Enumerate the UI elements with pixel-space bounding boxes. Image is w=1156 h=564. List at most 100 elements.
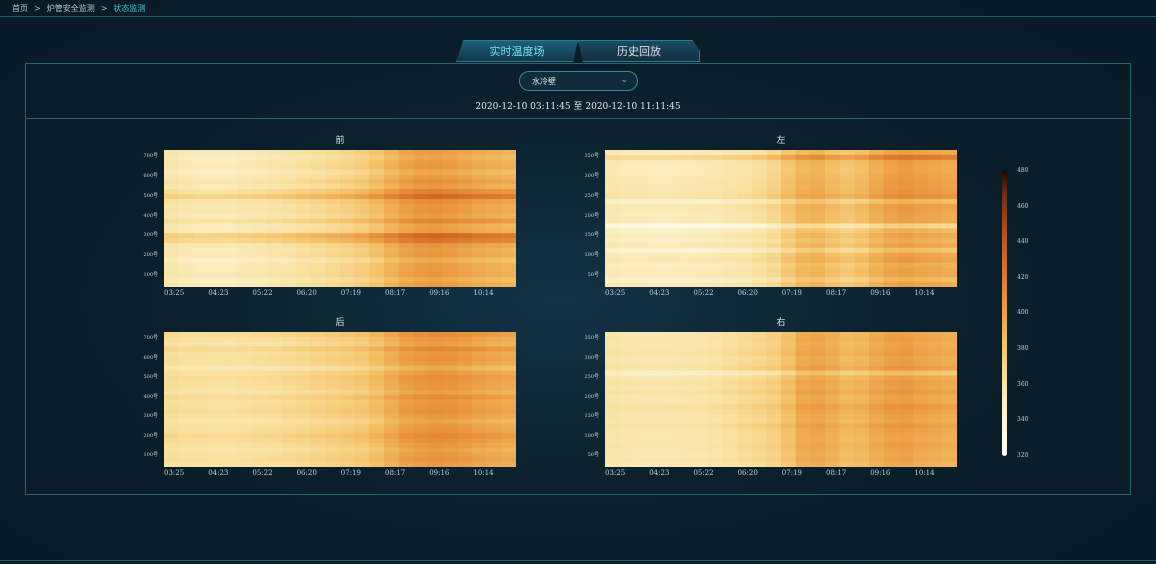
heatmap-cell <box>810 336 826 343</box>
heatmap-cell <box>237 169 253 176</box>
heatmap-cell <box>442 351 458 357</box>
heatmap-cell <box>854 442 870 449</box>
heatmap-cell <box>501 423 516 430</box>
heatmap-cell <box>883 360 899 367</box>
heatmap-cell <box>457 457 473 463</box>
heatmap-cell <box>634 174 650 180</box>
breadcrumb-home[interactable]: 首页 <box>12 3 28 13</box>
heatmap-cell <box>795 242 811 249</box>
heatmap-cell <box>486 159 502 166</box>
heatmap-cell <box>296 351 312 357</box>
heatmap-cell <box>605 282 621 287</box>
heatmap-cell <box>649 267 665 273</box>
heatmap-cell <box>678 380 694 386</box>
heatmap-cell <box>398 433 414 439</box>
heatmap-cell <box>751 247 767 254</box>
heatmap-cell <box>913 433 929 439</box>
heatmap-cell <box>237 154 253 161</box>
tab-history-playback[interactable]: 历史回放 <box>578 40 700 62</box>
heatmap-cell <box>795 262 811 269</box>
heatmap-cell <box>325 409 341 415</box>
heatmap-cell <box>737 223 753 229</box>
heatmap-cell <box>825 223 841 229</box>
heatmap-cell <box>766 404 782 410</box>
tab-realtime-temperature[interactable]: 实时温度场 <box>456 40 578 62</box>
wall-selector[interactable]: 水冷壁 ⌄ <box>519 71 638 91</box>
heatmap-cell <box>266 154 282 161</box>
heatmap-cell <box>442 394 458 401</box>
heatmap-cell <box>898 247 914 254</box>
heatmap-cell <box>942 346 957 352</box>
colorbar-tick-label: 440 <box>1017 238 1029 246</box>
heatmap-cell <box>325 169 341 176</box>
heatmap-cell <box>678 247 694 254</box>
heatmap-cell <box>883 404 899 410</box>
heatmap-cell <box>913 423 929 430</box>
heatmap-cell <box>486 351 502 357</box>
heatmap-cell <box>252 385 268 391</box>
heatmap-cell <box>237 174 253 180</box>
heatmap-cell <box>707 150 723 156</box>
heatmap-cell <box>737 208 753 215</box>
heatmap-cell <box>457 438 473 444</box>
breadcrumb-furnace-safety[interactable]: 炉管安全监测 <box>46 3 95 13</box>
heatmap-cell <box>296 189 312 195</box>
heatmap-cell <box>428 332 444 338</box>
heatmap-cell <box>193 399 209 405</box>
heatmap-cell <box>266 375 282 381</box>
heatmap-cell <box>237 267 253 273</box>
heatmap-cell <box>810 238 826 244</box>
heatmap-cell <box>164 203 180 210</box>
heatmap-cell <box>369 208 385 215</box>
heatmap-cell <box>296 194 312 200</box>
heatmap-cell <box>605 409 621 415</box>
heatmap-cell <box>354 452 370 458</box>
heatmap-cell <box>442 154 458 161</box>
heatmap-cell <box>237 218 253 224</box>
heatmap-cell <box>913 282 929 287</box>
heatmap-cell <box>781 452 797 458</box>
heatmap-cell <box>178 351 194 357</box>
heatmap-cell <box>164 442 180 449</box>
heatmap-cell <box>722 218 738 224</box>
heatmap-cell <box>501 242 516 249</box>
heatmap-cell <box>898 365 914 372</box>
heatmap-cell <box>296 282 312 287</box>
heatmap-cell <box>384 194 400 200</box>
heatmap-cell <box>472 394 488 401</box>
heatmap-cell <box>222 238 238 244</box>
heatmap-cell <box>942 356 957 362</box>
heatmap-cell <box>737 238 753 244</box>
heatmap-cell <box>193 409 209 415</box>
heatmap-cell <box>605 442 621 449</box>
heatmap-cell <box>942 198 957 205</box>
heatmap-cell <box>442 438 458 444</box>
heatmap-cell <box>252 365 268 372</box>
heatmap-cell <box>296 452 312 458</box>
heatmap-cell <box>164 336 180 343</box>
heatmap-cell <box>252 360 268 367</box>
heatmap-cell <box>737 457 753 463</box>
heatmap-cell <box>619 356 635 362</box>
heatmap-cell <box>369 385 385 391</box>
heatmap-cell <box>325 242 341 249</box>
heatmap-cell <box>898 413 914 420</box>
heatmap-cell <box>222 365 238 372</box>
heatmap-cell <box>384 164 400 171</box>
heatmap-cell <box>663 257 679 264</box>
heatmap-cell <box>501 447 516 454</box>
heatmap-cell <box>164 346 180 352</box>
heatmap-cell <box>737 336 753 343</box>
heatmap-cell <box>354 399 370 405</box>
heatmap-cell <box>707 233 723 239</box>
heatmap-cell <box>413 341 429 348</box>
heatmap-cell <box>193 438 209 444</box>
heatmap-cell <box>501 389 516 396</box>
heatmap-cell <box>178 341 194 348</box>
heatmap-cell <box>501 164 516 171</box>
heatmap-cell <box>649 282 665 287</box>
heatmap-cell <box>237 375 253 381</box>
heatmap-cell <box>266 198 282 205</box>
heatmap-cell <box>222 346 238 352</box>
heatmap-cell <box>678 452 694 458</box>
